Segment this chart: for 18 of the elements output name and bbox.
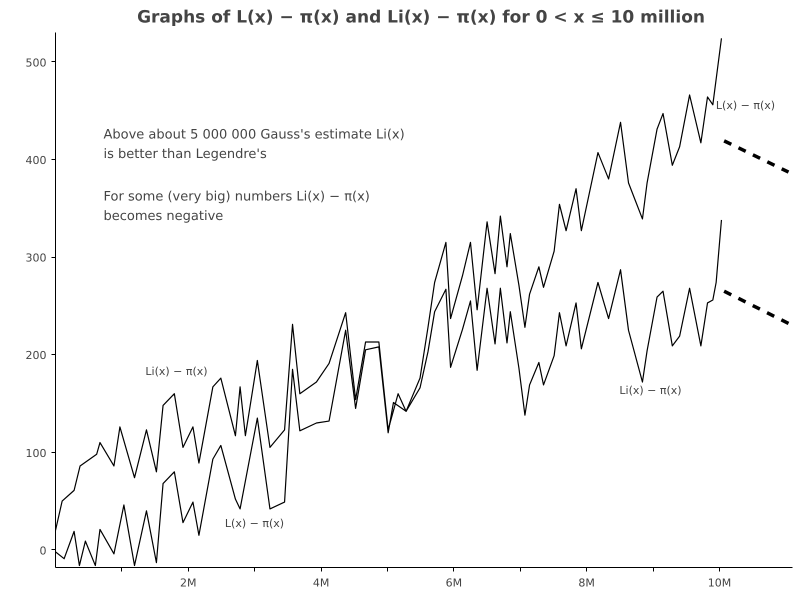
x-tick-label: 2M	[180, 576, 197, 590]
annotation: L(x) − π(x)	[716, 99, 776, 112]
x-tick-label: 6M	[446, 576, 462, 590]
y-tick-label: 200	[26, 349, 47, 362]
y-tick-label: 300	[26, 252, 47, 265]
chart-title: Graphs of L(x) − π(x) and Li(x) − π(x) for 0 < x ≤ 10 million	[137, 8, 705, 28]
annotation: For some (very big) numbers Li(x) − π(x) becomes negative	[104, 190, 370, 224]
annotation: Li(x) − π(x)	[145, 365, 208, 378]
annotation: Li(x) − π(x)	[619, 384, 682, 397]
x-tick-label: 10M	[708, 576, 732, 590]
annotation: Above about 5 000 000 Gauss's estimate Li(x) is better than Legendre's	[104, 128, 405, 162]
y-tick-label: 400	[26, 154, 47, 167]
x-tick-label: 4M	[312, 576, 330, 590]
y-tick-label: 500	[26, 56, 47, 70]
y-tick-label: 0	[40, 544, 46, 558]
y-tick-label: 100	[26, 446, 47, 460]
annotation: L(x) − π(x)	[224, 517, 284, 530]
x-tick-label: 8M	[578, 576, 595, 590]
